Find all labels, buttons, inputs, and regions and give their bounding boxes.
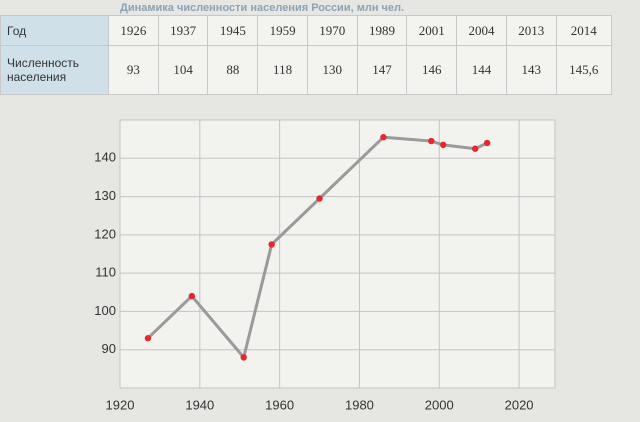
table-cell: Год: [0, 14, 109, 47]
data-line: [146, 135, 488, 361]
data-point: [440, 141, 447, 149]
data-point: [471, 145, 479, 152]
table-cell: 88: [207, 45, 259, 95]
table-cell: 130: [306, 45, 358, 95]
data-point: [428, 137, 435, 145]
y-tick-label: 90: [102, 341, 116, 356]
table-cell: 1945: [207, 14, 259, 47]
table-cell: 118: [257, 45, 308, 95]
table-cell: 145,6: [555, 45, 613, 95]
data-point: [380, 134, 387, 141]
data-point: [188, 292, 196, 300]
table-cell: 1970: [306, 14, 358, 47]
plot-area: [119, 119, 556, 389]
table-cell: 2013: [505, 14, 557, 47]
table-row: Год 1926 1937 1945 1959 1970 1989 2001 2004 2013 2…: [0, 14, 613, 47]
table-title: Динамика численности населения России, м…: [120, 2, 405, 14]
table-cell: 104: [157, 45, 209, 95]
table-cell: 1937: [157, 14, 209, 47]
table-row: Численность населения 93 104 88 118 130 147 146…: [0, 45, 613, 95]
table-cell: 2004: [456, 14, 507, 47]
table-cell: 143: [505, 45, 557, 95]
x-tick-label: 2020: [505, 397, 534, 412]
y-tick-label: 140: [94, 150, 116, 165]
x-tick-label: 1940: [185, 397, 214, 412]
data-table: Год 1926 1937 1945 1959 1970 1989 2001 2004 2013 2…: [0, 14, 613, 95]
x-tick-label: 1920: [106, 397, 135, 412]
table-cell: 146: [406, 45, 458, 95]
y-tick-label: 110: [95, 265, 116, 280]
table-cell: 93: [108, 45, 159, 95]
data-point: [240, 354, 247, 361]
y-tick-label: 130: [94, 188, 116, 203]
data-point: [483, 139, 491, 147]
table-cell: Численность населения: [0, 45, 109, 95]
table-cell: 1959: [257, 14, 308, 47]
table-cell: 1989: [356, 14, 408, 47]
y-tick-label: 120: [94, 226, 116, 241]
x-tick-label: 1980: [345, 397, 374, 412]
table-cell: 2014: [555, 14, 613, 47]
data-point: [144, 335, 152, 342]
x-tick-label: 1960: [265, 397, 294, 412]
table-cell: 1926: [108, 14, 159, 47]
data-point: [268, 241, 275, 248]
y-tick-label: 100: [94, 303, 116, 318]
table-cell: 147: [356, 45, 408, 95]
x-tick-label: 2000: [425, 397, 454, 412]
data-point: [316, 195, 323, 202]
